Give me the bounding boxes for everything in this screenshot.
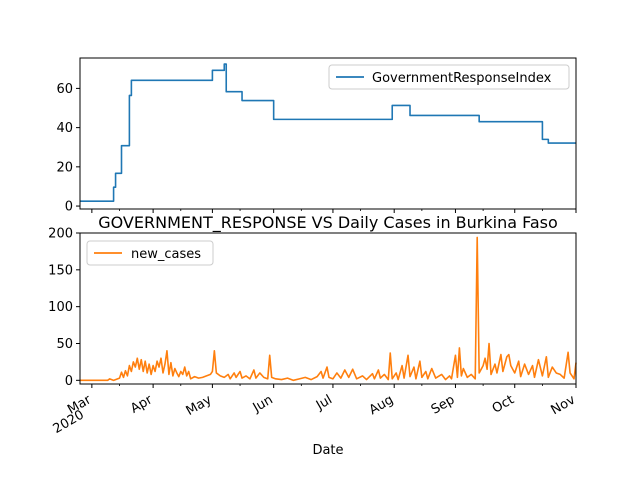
bottom-y-axis: 0 50 100 150 200 <box>48 227 80 389</box>
x-tick-label: Jun <box>250 392 276 416</box>
y-tick-label: 200 <box>48 227 73 242</box>
y-tick-label: 100 <box>48 300 73 315</box>
bottom-legend-label: new_cases <box>131 247 201 262</box>
y-tick-label: 20 <box>56 160 73 175</box>
top-y-axis: 0 20 40 60 <box>56 82 80 215</box>
x-tick-label: Oct <box>490 392 517 416</box>
y-tick-label: 0 <box>65 200 73 215</box>
bottom-series-group <box>80 236 577 382</box>
x-tick-label: Nov <box>549 392 579 418</box>
y-tick-label: 150 <box>48 263 73 278</box>
chart-title: GOVERNMENT_RESPONSE VS Daily Cases in Bu… <box>98 213 558 233</box>
top-series-group <box>80 63 576 202</box>
top-x-axis-ticks <box>91 209 577 213</box>
y-tick-label: 50 <box>56 337 73 352</box>
x-tick-label: Jul <box>313 392 335 413</box>
y-tick-label: 60 <box>56 82 73 97</box>
x-tick-label: Sep <box>429 392 458 417</box>
series-line-governmentresponseindex <box>80 63 576 202</box>
x-axis-label: Date <box>312 443 343 458</box>
x-tick-label: May <box>184 392 215 419</box>
top-legend: GovernmentResponseIndex <box>328 64 570 90</box>
government-response-panel: 0 20 40 60 GovernmentResponseIndex <box>56 57 577 215</box>
x-tick-label: Aug <box>367 392 396 418</box>
bottom-plot-frame <box>79 232 577 385</box>
y-tick-label: 0 <box>65 374 73 389</box>
bottom-legend-box <box>86 240 214 266</box>
series-line-new_cases <box>80 236 577 382</box>
bottom-legend: new_cases <box>86 240 214 266</box>
top-plot-frame <box>79 57 577 210</box>
top-legend-box <box>328 64 570 90</box>
top-legend-label: GovernmentResponseIndex <box>372 71 552 86</box>
x-tick-label: Apr <box>128 392 156 417</box>
y-tick-label: 40 <box>56 121 73 136</box>
